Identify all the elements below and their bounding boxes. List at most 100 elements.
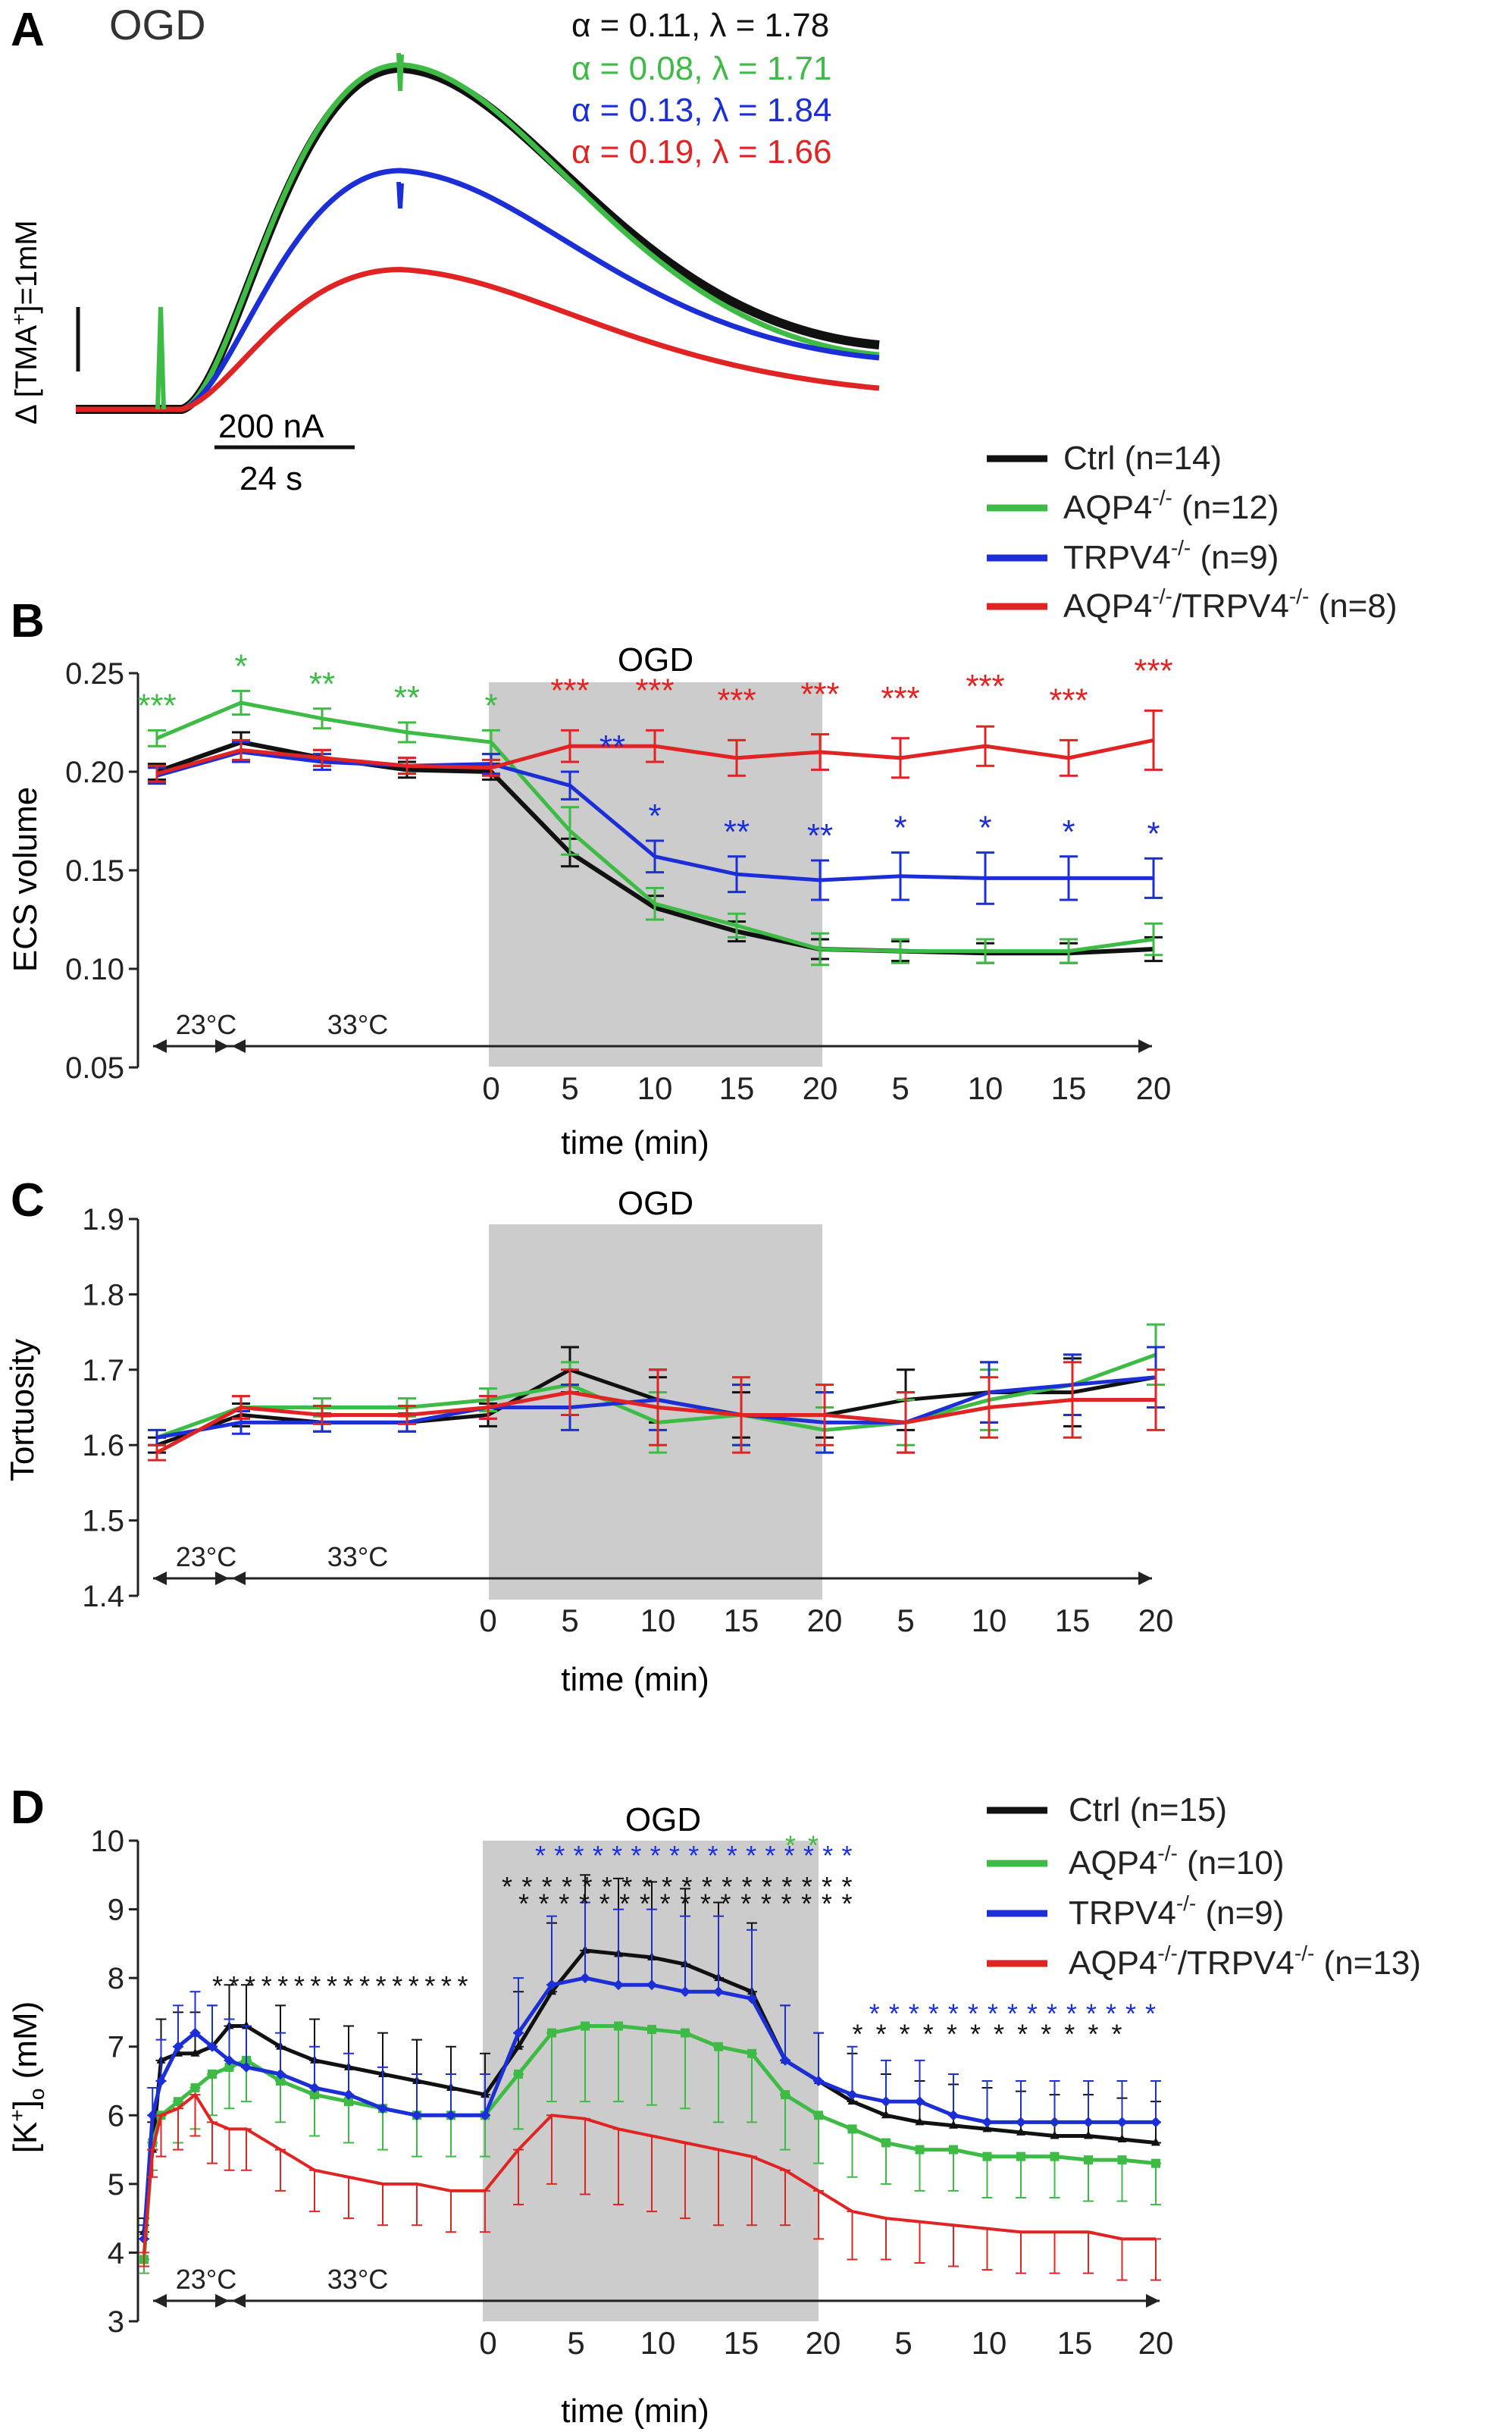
marker-trpv4 bbox=[580, 1973, 590, 1984]
marker-aqp4 bbox=[1084, 2155, 1093, 2165]
error-bar-aqp4 bbox=[914, 2148, 925, 2192]
marker-ctrl bbox=[514, 2041, 523, 2050]
x-tick-label: 15 bbox=[1057, 2325, 1093, 2361]
panel-b-ylabel: ECS volume bbox=[7, 787, 44, 973]
error-bar-dko bbox=[398, 757, 416, 776]
temp-label-23: 23°C bbox=[176, 1541, 236, 1572]
significance-row-trpv4: * * * * * * * * * * * * * * * * * bbox=[535, 1840, 853, 1871]
y-tick-label: 10 bbox=[91, 1825, 125, 1858]
error-bar-trpv4 bbox=[1116, 2080, 1128, 2123]
error-bar-dko bbox=[147, 2148, 158, 2178]
x-tick-label: 5 bbox=[894, 2325, 912, 2361]
marker-aqp4 bbox=[847, 2124, 857, 2134]
significance-mark-dko: *** bbox=[881, 680, 919, 717]
x-tick-label: 10 bbox=[972, 2325, 1007, 2361]
error-bar-aqp4 bbox=[1144, 922, 1163, 957]
significance-mark-trpv4: * bbox=[894, 810, 906, 847]
x-tick-label: 0 bbox=[479, 1603, 496, 1638]
error-bar-dko bbox=[813, 2189, 824, 2240]
panel-c-ylabel: Tortuosity bbox=[4, 1339, 41, 1481]
error-bar-dko bbox=[646, 2135, 657, 2213]
marker-trpv4 bbox=[847, 2089, 858, 2101]
error-bar-aqp4 bbox=[398, 721, 416, 744]
panel-d-ogd-shade bbox=[483, 1841, 819, 2321]
error-bar-trpv4 bbox=[446, 2073, 456, 2117]
marker-aqp4 bbox=[174, 2097, 183, 2107]
legend-d: Ctrl (n=15) AQP4-/- (n=10) TRPV4-/- (n=9… bbox=[987, 1791, 1421, 1982]
error-bar-dko bbox=[897, 1391, 915, 1454]
marker-trpv4 bbox=[241, 2061, 252, 2073]
error-bar-dko bbox=[980, 1376, 998, 1439]
fit-label-aqp4: α = 0.08, λ = 1.71 bbox=[571, 50, 831, 87]
error-bar-dko bbox=[561, 729, 579, 763]
marker-ctrl bbox=[881, 2110, 891, 2119]
error-bar-trpv4 bbox=[1016, 2080, 1026, 2123]
marker-trpv4 bbox=[343, 2089, 354, 2101]
marker-trpv4 bbox=[480, 2110, 490, 2121]
error-bar-aqp4 bbox=[811, 932, 829, 967]
x-tick-label: 10 bbox=[640, 2325, 676, 2361]
error-bar-dko bbox=[148, 1443, 166, 1462]
significance-row-ctrl: * * * * * * * * * * * * * * * * * bbox=[518, 1888, 853, 1919]
error-bar-trpv4 bbox=[1144, 857, 1163, 899]
error-bar-dko bbox=[1144, 709, 1163, 771]
marker-ctrl bbox=[1117, 2133, 1127, 2142]
error-bar-dko bbox=[613, 2128, 624, 2206]
x-tick-label: 10 bbox=[968, 1070, 1003, 1106]
x-tick-label: 5 bbox=[891, 1070, 909, 1106]
marker-trpv4 bbox=[1016, 2117, 1026, 2128]
error-bar-dko bbox=[377, 2183, 388, 2227]
marker-trpv4 bbox=[813, 2076, 824, 2086]
legend-d-label-dko: AQP4-/-/TRPV4-/- (n=13) bbox=[1069, 1941, 1421, 1982]
x-tick-label: 20 bbox=[1136, 1070, 1172, 1106]
x-tick-label: 15 bbox=[1051, 1070, 1087, 1106]
error-bar-trpv4 bbox=[881, 2059, 891, 2103]
marker-trpv4 bbox=[1150, 2117, 1161, 2128]
significance-mark-trpv4: * bbox=[1147, 815, 1160, 852]
error-bar-dko bbox=[412, 2183, 422, 2227]
x-tick-label: 5 bbox=[567, 2325, 584, 2361]
marker-aqp4 bbox=[982, 2151, 992, 2161]
trace-trpv4-peak-artifact bbox=[396, 181, 404, 209]
y-tick-label: 9 bbox=[108, 1894, 124, 1927]
error-bar-dko bbox=[189, 2094, 201, 2137]
error-bar-aqp4 bbox=[313, 707, 331, 730]
panel-b-letter: B bbox=[11, 595, 45, 647]
panel-a: A OGD α = 0.11, λ = 1.78 α = 0.08, λ = 1… bbox=[8, 1, 880, 497]
y-tick-label: 0.15 bbox=[65, 854, 124, 888]
error-bar-dko bbox=[1016, 2231, 1026, 2274]
x-tick-label: 10 bbox=[972, 1603, 1007, 1638]
error-bar-aqp4 bbox=[881, 2142, 891, 2185]
y-tick-label: 6 bbox=[108, 2099, 124, 2133]
marker-aqp4 bbox=[814, 2111, 823, 2120]
panel-b-axes: 0.25 0.20 0.15 0.10 0.05 23°C 33°C 0 5 10 15 20 5 10 1… bbox=[65, 657, 1171, 1106]
marker-aqp4 bbox=[344, 2097, 353, 2107]
error-bar-aqp4 bbox=[561, 806, 579, 856]
temp-boundary-arrowhead-left bbox=[215, 1572, 229, 1585]
error-bar-dko bbox=[513, 2148, 524, 2206]
error-bar-dko bbox=[479, 1395, 497, 1420]
significance-mark-dko: *** bbox=[1049, 682, 1088, 719]
significance-mark-dko: *** bbox=[635, 672, 674, 709]
legend-ab: Ctrl (n=14) AQP4-/- (n=12) TRPV4-/- (n=9… bbox=[987, 440, 1397, 625]
marker-trpv4 bbox=[1049, 2117, 1060, 2128]
panel-d-xlabel: time (min) bbox=[561, 2393, 709, 2430]
panel-a-fit-labels: α = 0.11, λ = 1.78 α = 0.08, λ = 1.71 α … bbox=[571, 7, 831, 171]
y-tick-label: 0.05 bbox=[65, 1051, 124, 1085]
panel-a-title: OGD bbox=[109, 1, 206, 49]
marker-trpv4 bbox=[513, 2027, 524, 2039]
marker-aqp4 bbox=[1151, 2158, 1160, 2168]
error-bar-dko bbox=[981, 2227, 993, 2271]
panel-c-axes: 1.9 1.8 1.7 1.6 1.5 1.4 23°C 33°C 0 5 10 15 20 5 10 15 2… bbox=[82, 1203, 1173, 1638]
error-bar-aqp4 bbox=[1150, 2162, 1161, 2206]
error-bar-dko bbox=[155, 2114, 167, 2158]
marker-ctrl bbox=[949, 2120, 958, 2129]
error-bar-aqp4 bbox=[1083, 2159, 1094, 2202]
marker-aqp4 bbox=[881, 2138, 891, 2148]
panel-c-ogd-shade bbox=[489, 1224, 822, 1600]
error-bar-dko bbox=[881, 2217, 891, 2261]
error-bar-dko bbox=[815, 1384, 834, 1446]
y-tick-label: 3 bbox=[108, 2305, 124, 2339]
error-bar-aqp4 bbox=[275, 2080, 286, 2123]
error-bar-dko bbox=[313, 748, 331, 767]
